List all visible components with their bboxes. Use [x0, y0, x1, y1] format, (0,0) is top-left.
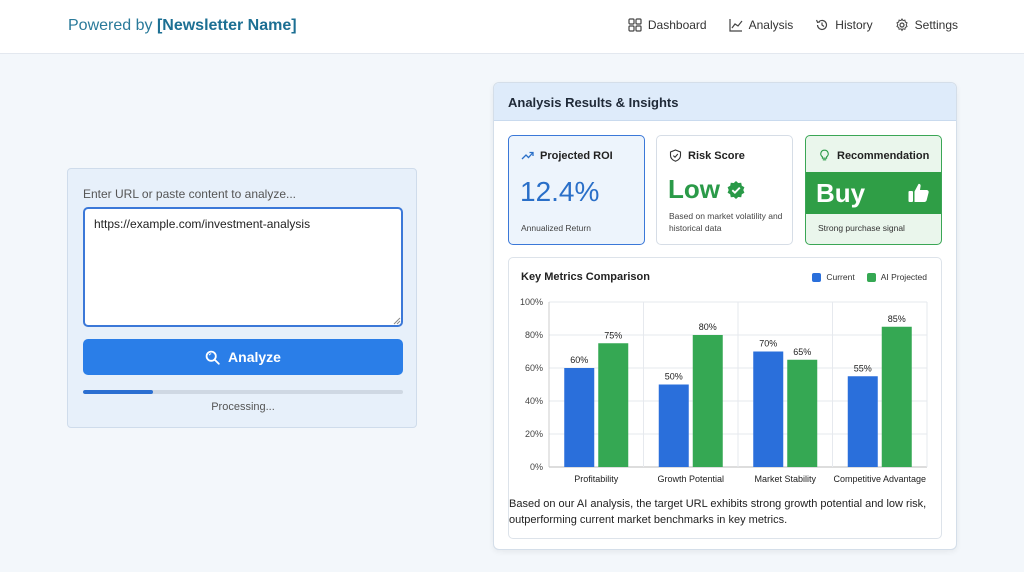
risk-desc: Based on market volatility and historica… [669, 211, 783, 233]
x-tick-label: Market Stability [754, 474, 816, 484]
recommendation-value: Buy [816, 177, 866, 208]
nav-label-dashboard: Dashboard [647, 18, 707, 32]
x-tick-label: Growth Potential [657, 474, 724, 484]
legend-swatch-projected [866, 272, 876, 282]
roi-title: Projected ROI [540, 149, 613, 162]
gear-icon [895, 18, 908, 32]
search-icon [205, 350, 220, 365]
main-nav: Dashboard Analysis History Settings [628, 18, 958, 32]
grid-icon [628, 18, 642, 32]
progress-fill [83, 390, 154, 394]
bar-projected [692, 335, 723, 467]
bar-current [847, 376, 878, 467]
risk-value-row: Low [668, 174, 746, 205]
line-chart-icon [729, 19, 743, 32]
y-tick-label: 80% [525, 330, 543, 340]
recommendation-sub: Strong purchase signal [818, 223, 905, 233]
y-tick-label: 40% [525, 396, 543, 406]
bar-current [753, 351, 784, 467]
roi-value: 12.4% [520, 176, 600, 207]
legend-label-projected: AI Projected [880, 272, 927, 282]
url-input[interactable] [83, 207, 403, 327]
shield-check-icon [669, 149, 682, 162]
data-label: 80% [699, 322, 717, 332]
input-card: Enter URL or paste content to analyze...… [67, 168, 417, 428]
brand: Powered by [Newsletter Name] [68, 17, 297, 35]
legend-swatch-current [812, 272, 822, 282]
bar-projected [881, 326, 912, 467]
brand-prefix: Powered by [68, 17, 157, 34]
recommendation-card-title: Recommendation [818, 149, 929, 162]
roi-card-title: Projected ROI [521, 149, 613, 162]
nav-item-dashboard[interactable]: Dashboard [628, 18, 707, 32]
recommendation-band: Buy [806, 172, 941, 214]
roi-card[interactable]: Projected ROI 12.4% Annualized Return [508, 135, 645, 245]
x-tick-label: Profitability [574, 474, 619, 484]
data-label: 75% [604, 330, 622, 340]
nav-label-history: History [835, 18, 873, 32]
trending-up-icon [521, 151, 534, 160]
nav-item-settings[interactable]: Settings [895, 18, 958, 32]
roi-sub: Annualized Return [521, 223, 591, 233]
data-label: 50% [665, 372, 683, 382]
recommendation-title: Recommendation [837, 149, 930, 162]
progress-bar [83, 390, 403, 394]
nav-label-settings: Settings [914, 18, 958, 32]
lightbulb-icon [820, 149, 829, 161]
risk-card[interactable]: Risk Score Low Based on market volatilit… [656, 135, 793, 245]
results-panel: Analysis Results & Insights Projected RO… [493, 82, 957, 550]
data-label: 65% [793, 347, 811, 357]
data-label: 60% [570, 355, 588, 365]
y-tick-label: 100% [520, 297, 543, 307]
bar-projected [787, 359, 818, 467]
risk-title: Risk Score [688, 149, 745, 162]
y-tick-label: 20% [525, 429, 543, 439]
legend-label-current: Current [826, 272, 855, 282]
top-bar: Powered by [Newsletter Name] Dashboard A… [0, 0, 1024, 54]
chart-title: Key Metrics Comparison [521, 271, 650, 283]
data-label: 55% [854, 363, 872, 373]
bar-projected [598, 343, 629, 467]
legend-item-projected: AI Projected [866, 272, 927, 282]
bar-chart: 0% 20% 40% 60% 80% 100% 60% 75% Profitability 50%… [520, 297, 928, 484]
results-title: Analysis Results & Insights [494, 83, 956, 121]
input-label: Enter URL or paste content to analyze... [83, 187, 297, 201]
legend-item-current: Current [812, 272, 855, 282]
data-label: 85% [888, 314, 906, 324]
analyze-button[interactable]: Analyze [83, 339, 403, 375]
resize-grip-icon[interactable] [393, 317, 401, 325]
risk-value: Low [668, 174, 720, 204]
data-label: 70% [759, 339, 777, 349]
history-icon [816, 19, 828, 31]
verified-badge-icon [727, 180, 745, 199]
nav-item-history[interactable]: History [815, 18, 873, 32]
bar-current [564, 368, 595, 467]
brand-name: [Newsletter Name] [156, 17, 297, 34]
analyze-button-label: Analyze [228, 349, 281, 365]
progress-text: Processing... [211, 401, 275, 413]
y-tick-label: 0% [530, 462, 543, 472]
thumbs-up-icon [908, 183, 929, 202]
recommendation-card[interactable]: Recommendation Buy Strong purchase signa… [805, 135, 942, 245]
chart-card: Key Metrics Comparison Current AI Projec… [508, 257, 942, 539]
x-tick-label: Competitive Advantage [833, 474, 926, 484]
analysis-summary: Based on our AI analysis, the target URL… [509, 498, 927, 526]
risk-card-title: Risk Score [669, 149, 745, 162]
y-tick-label: 60% [525, 363, 543, 373]
chart-legend: Current AI Projected [812, 272, 927, 282]
nav-label-analysis: Analysis [748, 18, 794, 32]
nav-item-analysis[interactable]: Analysis [729, 18, 794, 32]
bar-current [658, 384, 689, 467]
